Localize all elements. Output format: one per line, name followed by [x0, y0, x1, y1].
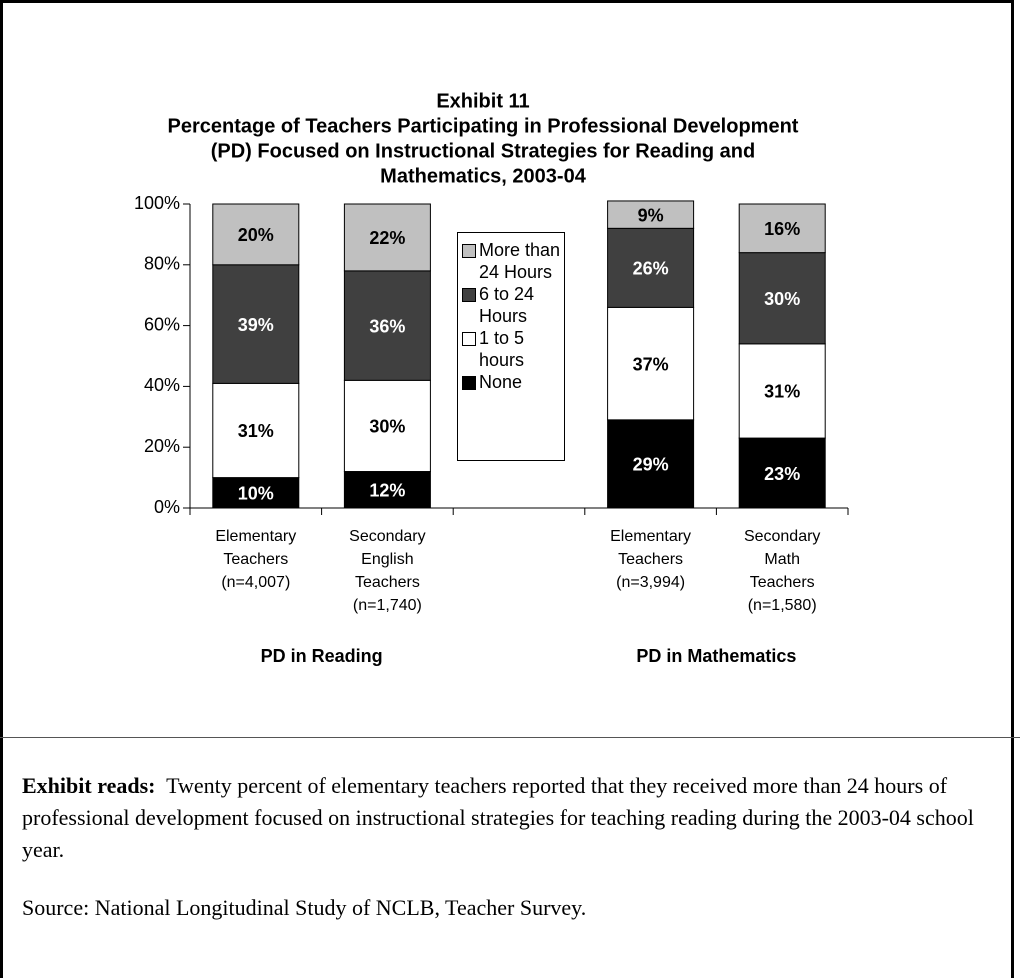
note-label: Exhibit reads:: [22, 773, 156, 798]
value-label: 23%: [764, 464, 800, 484]
value-label: 36%: [369, 316, 405, 336]
x-tick-label: Teachers: [223, 551, 288, 568]
legend-swatch: [462, 288, 476, 302]
value-label: 31%: [764, 382, 800, 402]
note-text: Twenty percent of elementary teachers re…: [22, 773, 974, 862]
bar-segment: [607, 419, 695, 509]
value-label: 16%: [764, 219, 800, 239]
bar-segment: [212, 382, 300, 479]
value-label: 37%: [633, 354, 669, 374]
legend-item: More than 24 Hours: [462, 239, 562, 283]
x-tick-label: Teachers: [750, 574, 815, 591]
x-tick-label: (n=1,580): [748, 597, 817, 614]
x-tick-label: English: [361, 551, 413, 568]
chart-title: Exhibit 11: [436, 90, 529, 112]
x-tick-label: (n=4,007): [221, 574, 290, 591]
x-tick-label: Secondary: [744, 528, 821, 545]
value-label: 10%: [238, 484, 274, 504]
chart: Exhibit 11 Percentage of Teachers Partici…: [134, 90, 849, 666]
value-label: 22%: [369, 228, 405, 248]
legend-swatch: [462, 332, 476, 346]
legend-swatch: [462, 244, 476, 258]
bar-segment: [212, 264, 300, 384]
notes: Exhibit reads: Twenty percent of element…: [22, 770, 1012, 950]
legend-label: 1 to 5 hours: [479, 328, 525, 370]
group-label: PD in Mathematics: [636, 646, 796, 666]
y-tick-label: 0%: [154, 497, 180, 517]
bar-segment: [607, 227, 695, 308]
group-label: PD in Reading: [261, 646, 383, 666]
bar-segment: [212, 203, 300, 266]
legend-item: 6 to 24 Hours: [462, 283, 562, 327]
bar-segment: [738, 343, 826, 439]
bar-segment: [607, 306, 695, 421]
legend-swatch: [462, 376, 476, 390]
legend-item: 1 to 5 hours: [462, 327, 562, 371]
chart-title: Mathematics, 2003-04: [380, 165, 587, 187]
x-tick-label: (n=3,994): [616, 574, 685, 591]
x-tick-label: Elementary: [610, 528, 691, 545]
chart-title: Percentage of Teachers Participating in …: [168, 115, 799, 137]
divider: [0, 737, 1020, 738]
y-tick-label: 80%: [144, 254, 180, 274]
bar-segment: [343, 379, 431, 473]
legend-label: More than 24 Hours: [479, 240, 561, 282]
chart-title: (PD) Focused on Instructional Strategies…: [211, 140, 756, 162]
x-tick-label: Math: [764, 551, 800, 568]
source: Source: National Longitudinal Study of N…: [22, 895, 587, 920]
value-label: 29%: [633, 455, 669, 475]
bar-segment: [212, 477, 300, 509]
value-label: 39%: [238, 315, 274, 335]
legend-item: None: [462, 371, 562, 393]
bar-segment: [343, 203, 431, 272]
legend-label: None: [479, 372, 523, 392]
bar-segment: [607, 200, 695, 229]
note: Exhibit reads: Twenty percent of element…: [22, 770, 1012, 866]
value-label: 20%: [238, 225, 274, 245]
legend-label: 6 to 24 Hours: [479, 284, 535, 326]
value-label: 12%: [369, 481, 405, 501]
x-tick-label: (n=1,740): [353, 597, 422, 614]
value-label: 26%: [633, 259, 669, 279]
value-label: 31%: [238, 421, 274, 441]
x-tick-label: Elementary: [215, 528, 296, 545]
value-label: 30%: [764, 289, 800, 309]
bar-segment: [738, 252, 826, 345]
x-tick-label: Teachers: [355, 574, 420, 591]
x-tick-label: Secondary: [349, 528, 426, 545]
y-tick-label: 40%: [144, 375, 180, 395]
y-tick-label: 100%: [134, 193, 180, 213]
value-label: 30%: [369, 417, 405, 437]
bar-segment: [343, 270, 431, 381]
bar-segment: [738, 437, 826, 509]
y-tick-label: 20%: [144, 436, 180, 456]
value-label: 9%: [638, 205, 664, 225]
bar-segment: [738, 203, 826, 254]
x-tick-label: Teachers: [618, 551, 683, 568]
y-tick-label: 60%: [144, 314, 180, 334]
legend: More than 24 Hours 6 to 24 Hours 1 to 5 ho…: [457, 232, 565, 461]
